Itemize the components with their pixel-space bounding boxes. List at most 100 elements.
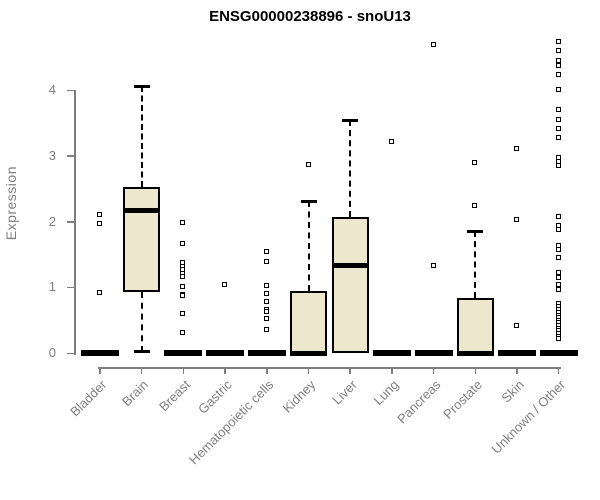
outlier-point [222, 282, 228, 288]
outlier-point [180, 274, 186, 280]
outlier-point [180, 240, 186, 246]
outlier-point [180, 311, 186, 317]
outlier-point [180, 329, 186, 335]
upper-whisker-cap [342, 118, 359, 122]
outlier-point [430, 42, 436, 48]
x-tick-label: Pancreas [393, 377, 444, 427]
y-axis-tick [67, 155, 74, 157]
outlier-point [555, 242, 561, 248]
x-tick-label: Kidney [279, 377, 319, 416]
x-tick-label: Brain [119, 377, 152, 410]
x-tick-label: Lung [370, 377, 402, 409]
outlier-point [514, 217, 519, 223]
outlier-point [555, 275, 561, 281]
upper-whisker-cap [467, 229, 484, 233]
x-axis-tick [266, 367, 268, 374]
outlier-point [555, 87, 561, 92]
x-axis-tick [182, 367, 185, 374]
outlier-point [555, 116, 561, 122]
y-tick-label: 0 [48, 345, 56, 360]
outlier-point [514, 323, 519, 329]
outlier-point [555, 213, 561, 219]
outlier-point [430, 263, 436, 269]
outlier-point [263, 249, 269, 255]
outlier-point [97, 289, 102, 295]
x-tick-label: Prostate [440, 377, 485, 422]
lower-whisker-cap [133, 350, 150, 354]
outlier-point [555, 58, 561, 64]
iqr-box [456, 298, 494, 353]
median-line [123, 208, 161, 214]
y-axis-line [74, 90, 76, 355]
outlier-point [263, 290, 269, 296]
outlier-point [555, 134, 561, 140]
outlier-point [555, 286, 561, 292]
y-axis-tick [67, 352, 74, 354]
iqr-box [331, 216, 369, 353]
outlier-point [97, 221, 102, 227]
outlier-point [555, 247, 561, 253]
outlier-point [514, 146, 519, 152]
collapsed-box [372, 350, 411, 356]
y-tick-label: 3 [48, 147, 56, 163]
x-axis-line [98, 367, 561, 369]
outlier-point [555, 227, 561, 233]
outlier-point [472, 202, 478, 208]
collapsed-box [81, 350, 119, 356]
outlier-point [555, 154, 561, 160]
outlier-point [388, 138, 394, 144]
collapsed-box [498, 350, 536, 356]
upper-whisker-cap [133, 84, 150, 88]
y-axis-tick [67, 221, 74, 223]
collapsed-box [206, 350, 245, 356]
outlier-point [555, 125, 561, 131]
outlier-point [555, 163, 561, 169]
x-tick-label: Unknown / Other [488, 377, 569, 457]
y-axis-tick [67, 286, 74, 289]
outlier-point [555, 282, 561, 288]
upper-whisker [307, 201, 310, 292]
x-axis-tick [432, 367, 435, 374]
x-axis-tick [99, 367, 101, 374]
x-axis-tick [516, 367, 518, 374]
outlier-point [263, 282, 269, 288]
outlier-point [555, 335, 561, 341]
x-tick-label: Liver [329, 377, 360, 408]
upper-whisker [140, 86, 143, 187]
y-tick-label: 4 [48, 82, 56, 97]
outlier-point [263, 308, 269, 314]
x-tick-label: Breast [155, 377, 194, 415]
iqr-box [123, 186, 161, 292]
x-axis-tick [224, 367, 226, 374]
outlier-point [180, 220, 186, 226]
outlier-point [97, 211, 102, 217]
outlier-point [555, 71, 561, 77]
x-axis-tick [140, 367, 143, 374]
outlier-point [263, 298, 269, 304]
x-axis-tick [391, 367, 393, 374]
median-line [331, 263, 369, 269]
outlier-point [555, 48, 561, 54]
outlier-point [555, 270, 561, 276]
outlier-point [180, 293, 186, 299]
y-tick-label: 1 [48, 279, 56, 295]
collapsed-box [247, 350, 286, 356]
outlier-point [555, 39, 561, 44]
lower-whisker [140, 291, 143, 352]
outlier-point [180, 284, 186, 290]
x-axis-tick [349, 367, 351, 374]
x-tick-label: Bladder [67, 377, 110, 420]
outlier-point [555, 63, 561, 69]
x-axis-tick [474, 367, 477, 374]
median-line [290, 350, 327, 356]
outlier-point [555, 107, 561, 113]
outlier-point [263, 316, 269, 322]
upper-whisker [474, 231, 477, 299]
upper-whisker-cap [300, 199, 317, 203]
x-tick-label: Gastric [194, 377, 235, 417]
iqr-box [290, 291, 327, 353]
upper-whisker [349, 120, 352, 217]
collapsed-box [414, 350, 453, 356]
